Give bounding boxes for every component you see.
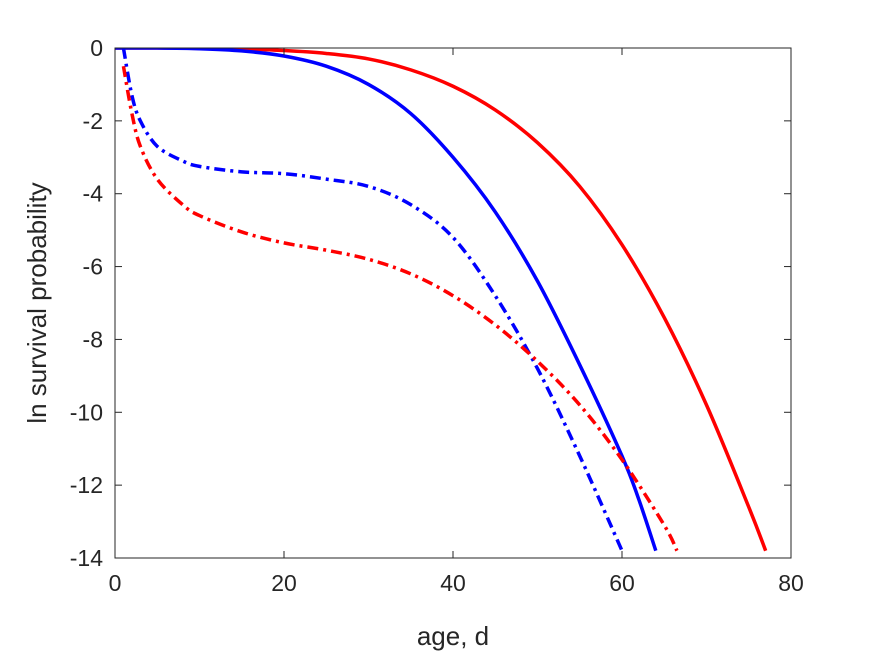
y-tick-label: -10	[70, 399, 103, 425]
y-tick-label: -14	[70, 545, 103, 571]
x-tick-label: 60	[609, 570, 635, 596]
y-tick-label: -8	[83, 326, 103, 352]
series-line-1	[115, 48, 658, 552]
y-axis-title: ln survival probability	[22, 182, 52, 423]
y-tick-label: -12	[70, 472, 103, 498]
tick-layer: 0 20 40 60 80 0 -2 -4 -6 -8 -10 -12 -14	[70, 35, 804, 596]
x-tick-label: 80	[778, 570, 804, 596]
x-tick-label: 20	[271, 570, 297, 596]
y-tick-label: -4	[83, 181, 104, 207]
x-tick-label: 40	[440, 570, 466, 596]
plot-area	[115, 48, 791, 558]
y-tick-label: -2	[83, 108, 103, 134]
y-tick-label: 0	[90, 35, 103, 61]
x-tick-label: 0	[109, 570, 122, 596]
series-line-3	[121, 65, 679, 552]
y-tick-label: -6	[83, 254, 103, 280]
x-axis-title: age, d	[417, 621, 489, 651]
series-layer	[115, 48, 768, 552]
series-line-2	[121, 48, 624, 552]
